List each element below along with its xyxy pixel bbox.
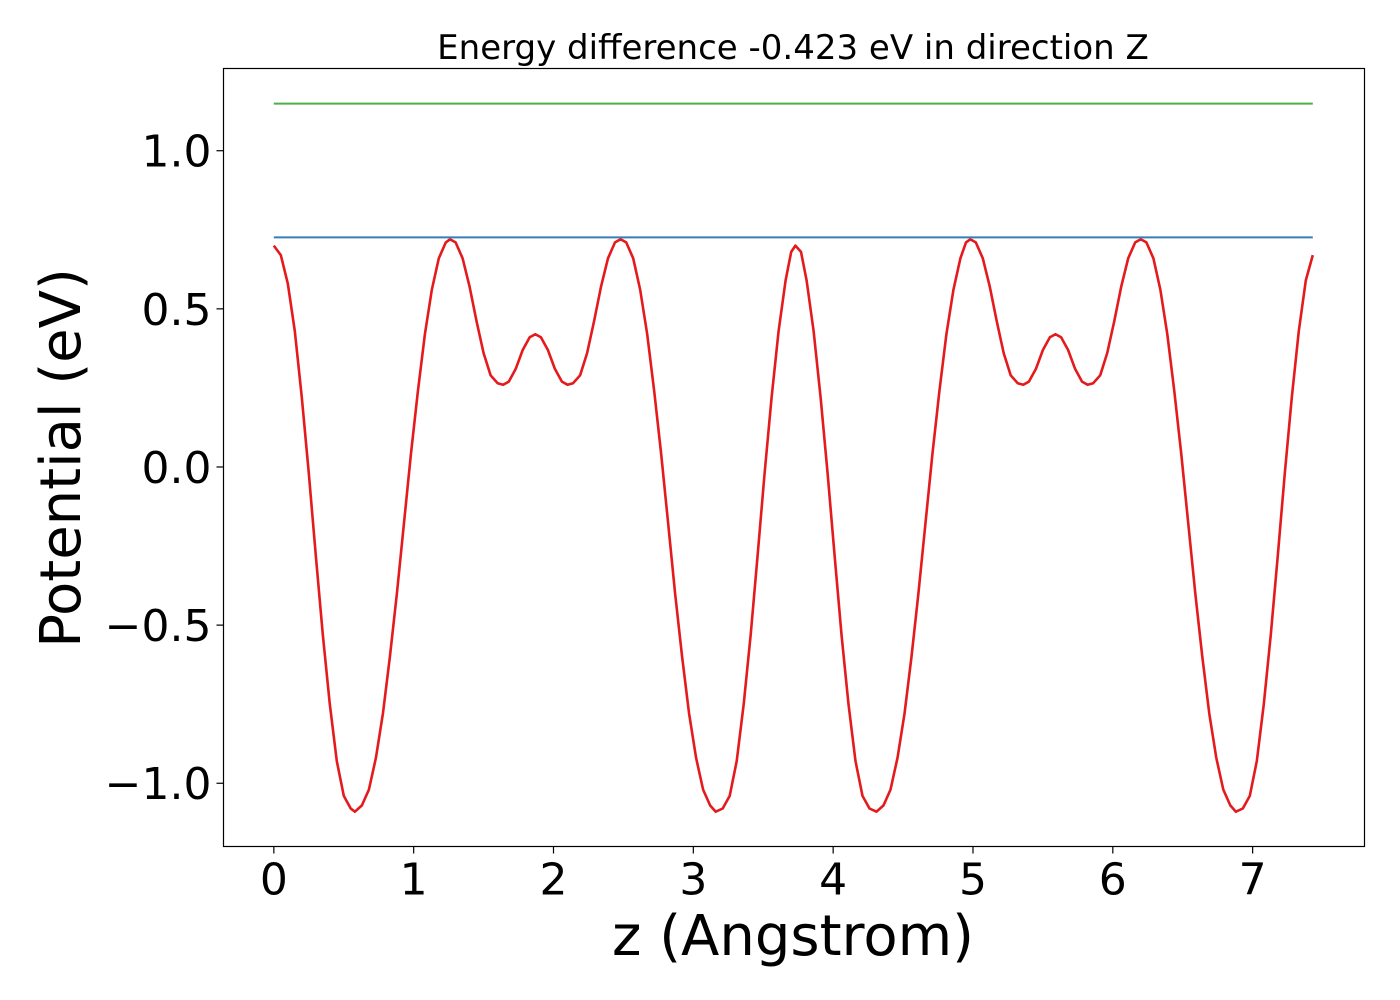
- y-tick-label: 1.0: [142, 127, 212, 178]
- x-tick-label: 1: [400, 855, 428, 906]
- y-tick-label: −1.0: [105, 759, 212, 810]
- x-tick-label: 4: [819, 855, 847, 906]
- x-tick-label: 7: [1239, 855, 1267, 906]
- chart-title: Energy difference -0.423 eV in direction…: [437, 28, 1149, 68]
- x-tick-label: 5: [959, 855, 987, 906]
- x-tick-label: 2: [539, 855, 567, 906]
- x-axis-label: z (Angstrom): [612, 904, 974, 969]
- y-tick-label: 0.5: [142, 285, 212, 336]
- plot-frame: [222, 67, 1366, 848]
- series-line-1: [272, 238, 1315, 814]
- x-axis: 0 1 2 3 4 5 6 7: [260, 846, 1267, 906]
- y-axis-label: Potential (eV): [29, 268, 94, 648]
- y-tick-label: 0.0: [142, 443, 212, 494]
- x-tick-label: 3: [679, 855, 707, 906]
- y-axis: −1.0 −0.5 0.0 0.5 1.0: [105, 127, 224, 810]
- x-tick-label: 0: [260, 855, 288, 906]
- x-tick-label: 6: [1099, 855, 1127, 906]
- y-tick-label: −0.5: [105, 601, 212, 652]
- plot-area: [272, 102, 1315, 814]
